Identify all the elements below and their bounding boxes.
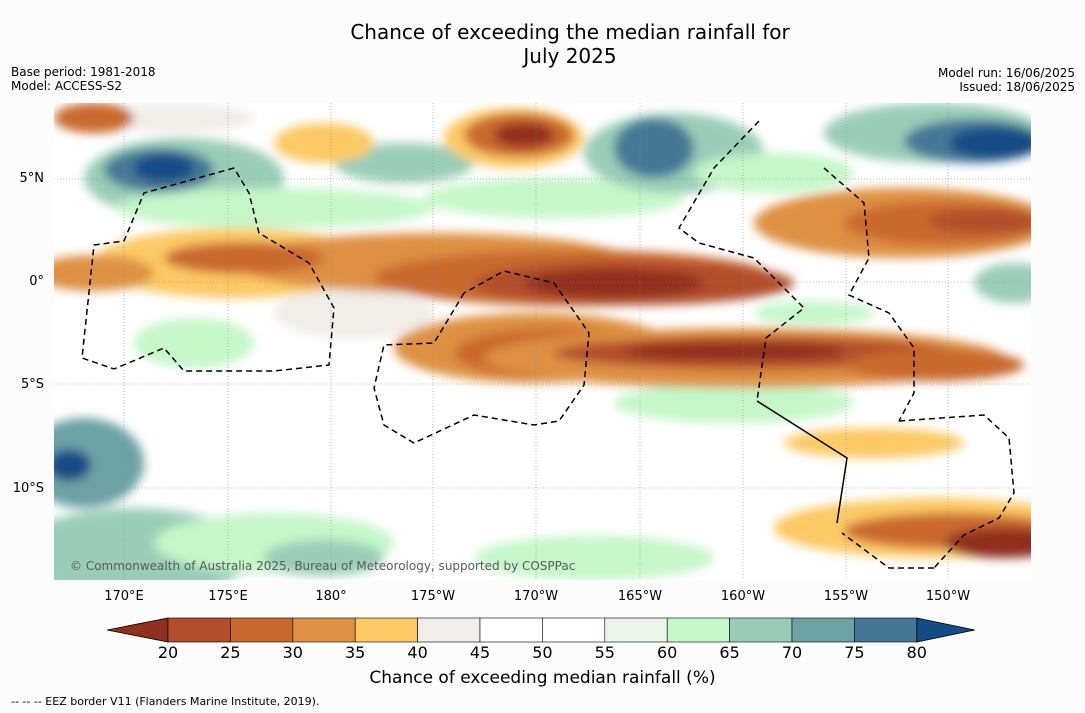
colorbar-segment	[417, 617, 481, 643]
colorbar-tick-label: 25	[220, 643, 241, 662]
colorbar-segment	[292, 617, 356, 643]
title-line-1: Chance of exceeding the median rainfall …	[350, 20, 790, 44]
colorbar-tick-label: 20	[157, 643, 179, 662]
eez-borders	[81, 120, 1015, 569]
colorbar-arrow-low	[107, 617, 169, 643]
model-info: Base period: 1981-2018 Model: ACCESS-S2	[11, 65, 156, 93]
colorbar-segment	[791, 617, 855, 643]
colorbar-tick-label: 40	[407, 643, 428, 662]
colorbar-tick-label: 45	[469, 643, 491, 662]
colorbar-segment	[167, 617, 231, 643]
colorbar-segment	[604, 617, 668, 643]
lon-label-165w: 165°W	[617, 589, 663, 604]
colorbar-segment	[354, 617, 418, 643]
colorbar	[107, 617, 975, 643]
colorbar-tick-label: 55	[594, 643, 615, 662]
lon-label-175w: 175°W	[410, 589, 456, 604]
lat-label-5s: 5°S	[20, 377, 44, 392]
issued-date: Issued: 18/06/2025	[959, 80, 1075, 94]
lon-label-160w: 160°W	[720, 589, 766, 604]
colorbar-tick-label: 35	[345, 643, 366, 662]
colorbar-tick-label: 60	[657, 643, 678, 662]
colorbar-segment	[666, 617, 730, 643]
colorbar-title: Chance of exceeding median rainfall (%)	[369, 668, 716, 688]
probability-field	[54, 103, 1031, 580]
colorbar-segment	[542, 617, 606, 643]
base-period: Base period: 1981-2018	[11, 65, 156, 79]
lon-label-175e: 175°E	[208, 589, 248, 604]
colorbar-segment	[479, 617, 543, 643]
lat-label-10s: 10°S	[12, 481, 44, 496]
colorbar-tick-label: 80	[906, 643, 927, 662]
copyright-notice: © Commonwealth of Australia 2025, Bureau…	[70, 559, 576, 573]
colorbar-tick-label: 30	[282, 643, 303, 662]
graticule	[54, 103, 1031, 580]
rainfall-map	[54, 103, 1031, 580]
colorbar-tick-label: 70	[781, 643, 803, 662]
colorbar-segment	[854, 617, 918, 643]
lat-label-5n: 5°N	[19, 171, 45, 186]
colorbar-segment	[230, 617, 294, 643]
colorbar-tick-label: 65	[719, 643, 740, 662]
lat-label-0: 0°	[29, 274, 44, 289]
map-title: Chance of exceeding the median rainfall …	[0, 20, 1085, 68]
colorbar-tick-label: 75	[844, 643, 865, 662]
lon-label-170w: 170°W	[513, 589, 559, 604]
colorbar-segment	[729, 617, 793, 643]
map-canvas	[54, 103, 1031, 580]
lon-label-155w: 155°W	[823, 589, 869, 604]
title-line-2: July 2025	[523, 44, 617, 68]
eez-solid-borders	[756, 400, 848, 524]
lon-label-180: 180°	[315, 589, 347, 604]
colorbar-tick-label: 50	[532, 643, 553, 662]
lon-label-150w: 150°W	[925, 589, 971, 604]
colorbar-arrow-high	[916, 617, 975, 643]
eez-footnote: -- -- -- EEZ border V11 (Flanders Marine…	[11, 695, 320, 708]
model-name: Model: ACCESS-S2	[11, 79, 123, 93]
run-info: Model run: 16/06/2025 Issued: 18/06/2025	[938, 66, 1075, 94]
model-run: Model run: 16/06/2025	[937, 66, 1075, 80]
lon-label-170e: 170°E	[104, 589, 144, 604]
